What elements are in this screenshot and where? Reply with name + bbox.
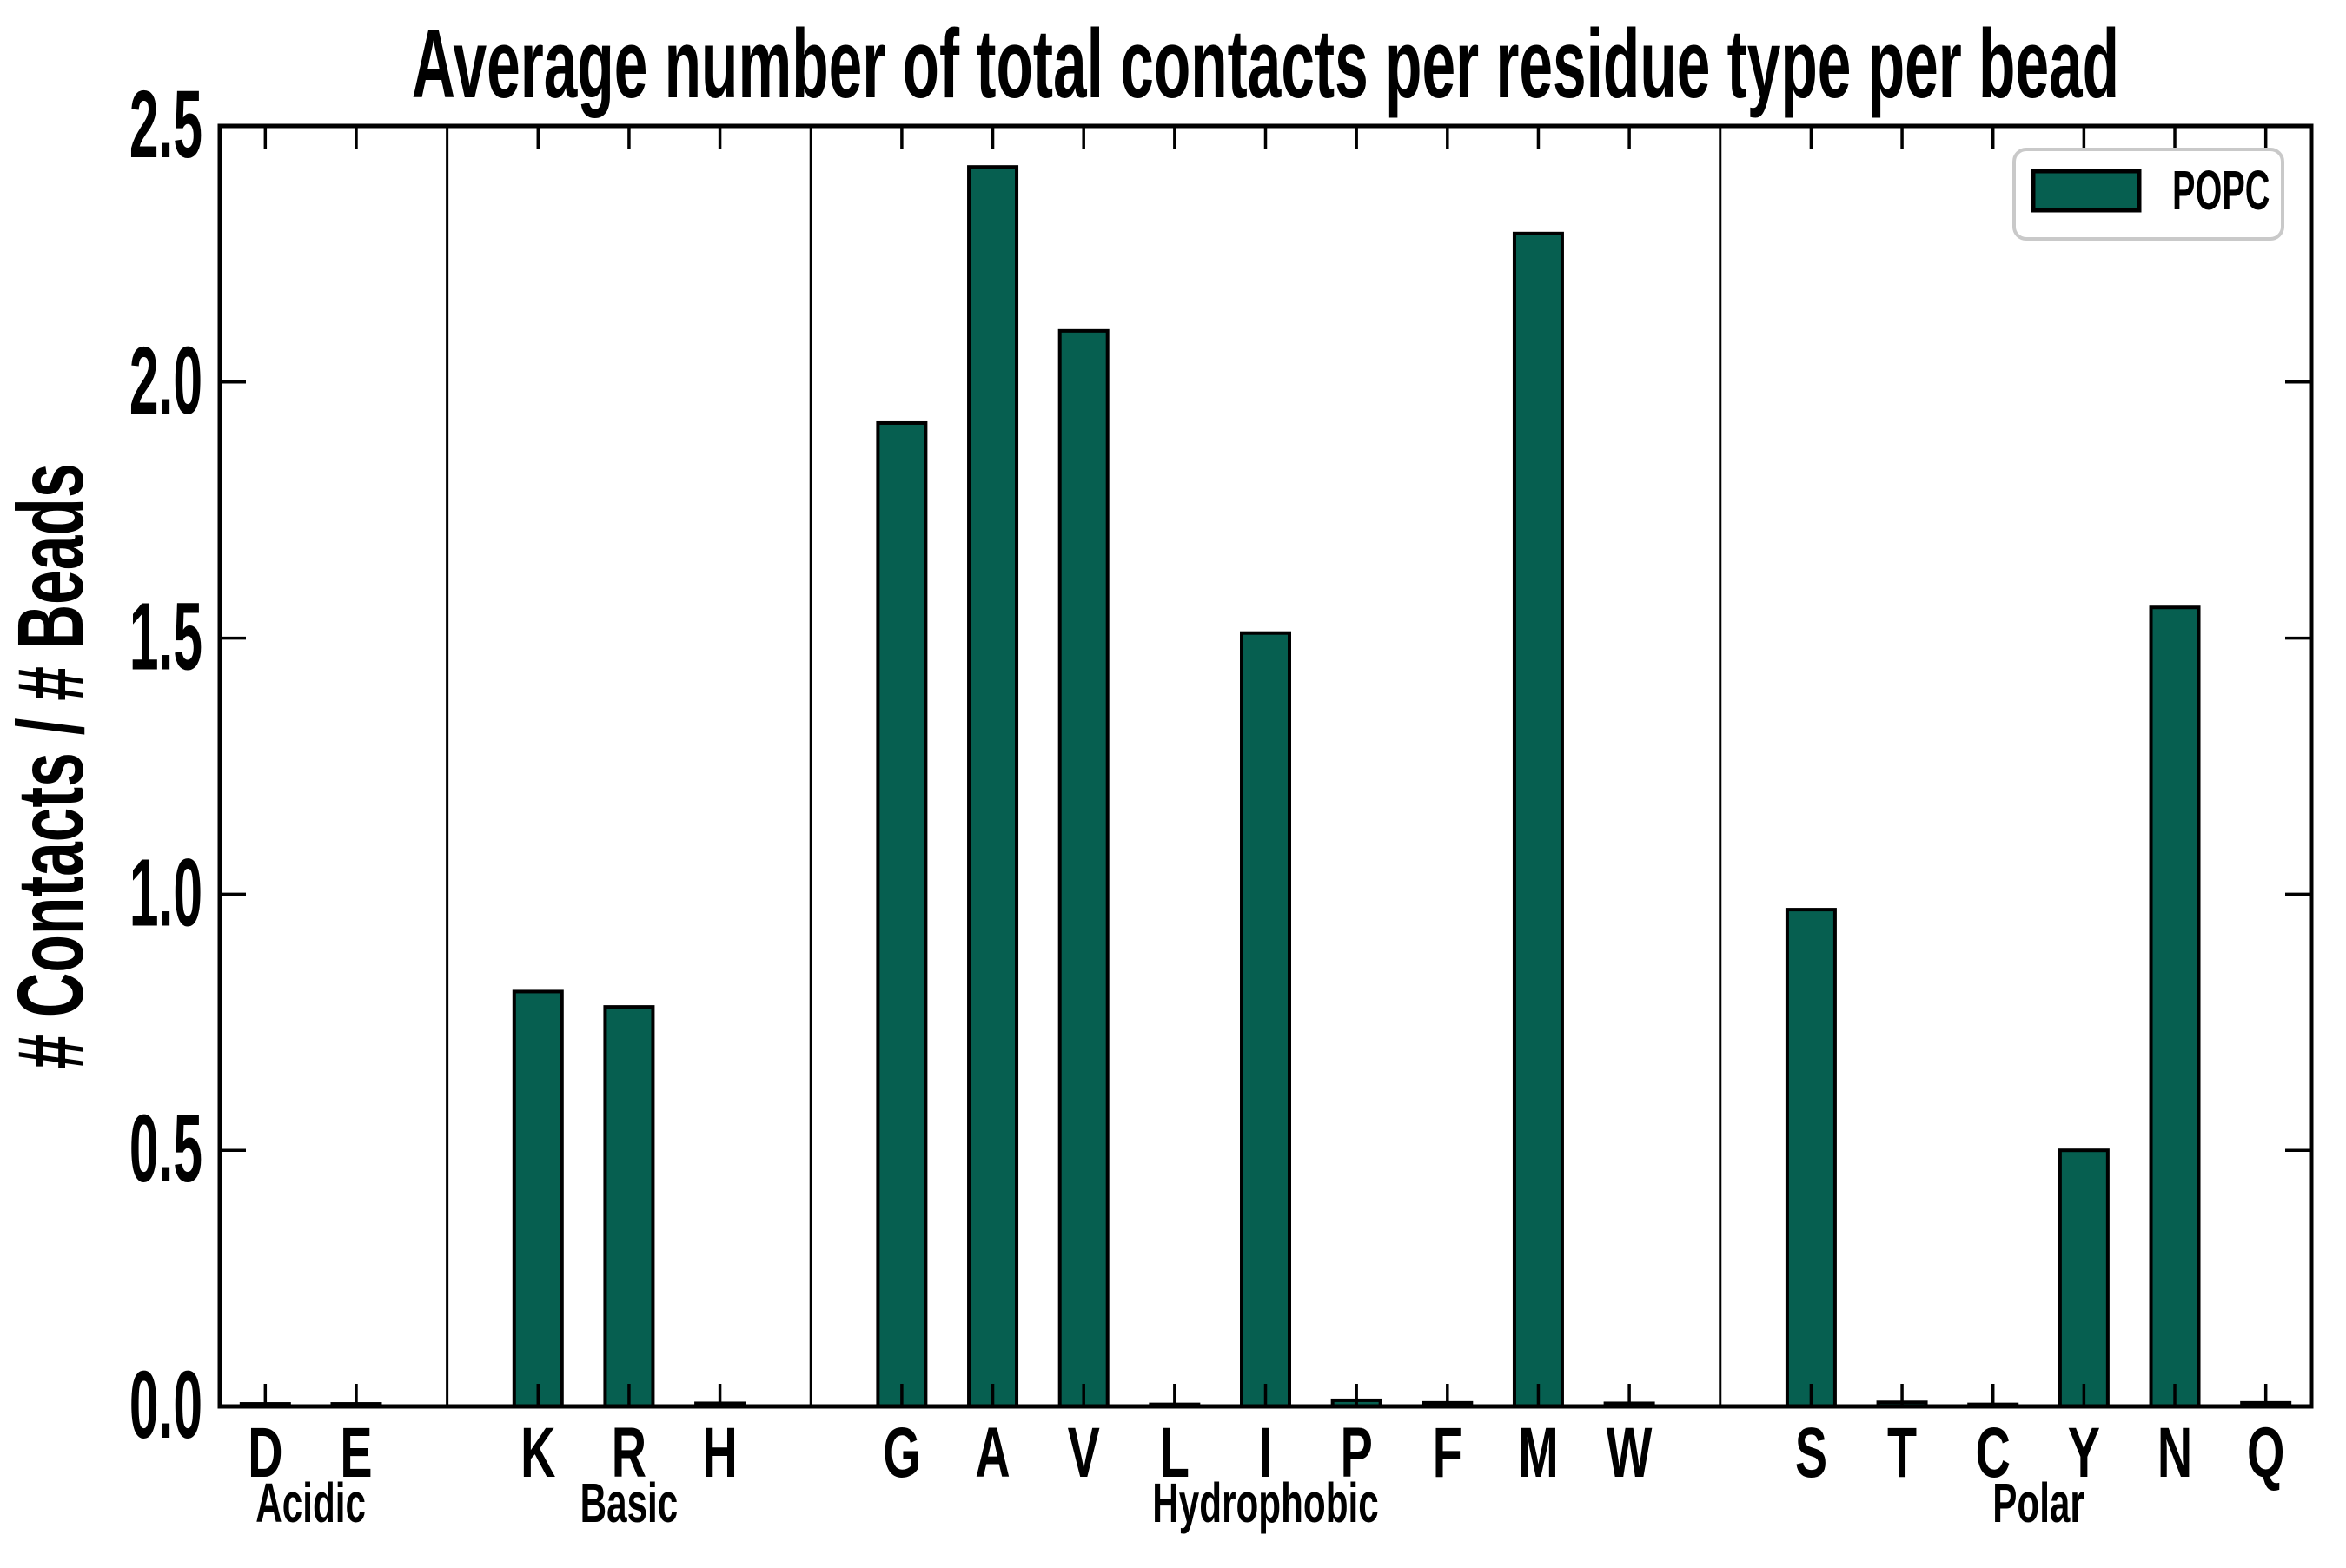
y-tick-label-0.0: 0.0 [129,1352,202,1459]
residue-label-D: D [248,1413,282,1492]
residue-label-L: L [1160,1413,1190,1492]
bar-S [1785,908,1837,1408]
residue-label-S: S [1795,1413,1827,1492]
y-tick-label-1.0: 1.0 [129,839,202,946]
bar-G [876,420,928,1408]
bar-I [1240,631,1291,1408]
bar-M [1512,231,1564,1408]
residue-label-W: W [1607,1413,1653,1492]
residue-label-F: F [1433,1413,1462,1492]
legend-label: POPC [2172,161,2270,222]
chart-title: Average number of total contacts per res… [412,10,2119,118]
residue-label-R: R [612,1413,646,1492]
residue-label-P: P [1341,1413,1373,1492]
residue-label-E: E [340,1413,372,1492]
group-label-basic: Basic [580,1472,679,1534]
bar-K [512,989,564,1408]
residue-label-C: C [1976,1413,2011,1492]
residue-label-V: V [1068,1413,1100,1492]
residue-label-T: T [1887,1413,1917,1492]
bar-N [2149,605,2201,1408]
y-tick-label-0.5: 0.5 [129,1095,202,1202]
bar-A [967,165,1019,1409]
group-label-acidic: Acidic [255,1472,366,1534]
residue-label-A: A [975,1413,1010,1492]
residue-label-K: K [520,1413,555,1492]
residue-label-H: H [702,1413,737,1492]
group-label-polar: Polar [1992,1472,2084,1534]
legend-swatch [2031,169,2142,213]
residue-label-Y: Y [2068,1413,2100,1492]
y-axis-label: # Contacts / # Beads [0,463,103,1068]
bar-R [603,1005,655,1409]
residue-label-I: I [1259,1413,1272,1492]
group-label-hydrophobic: Hydrophobic [1152,1472,1378,1534]
bar-Y [2058,1148,2110,1408]
residue-label-Q: Q [2247,1413,2284,1492]
residue-label-M: M [1518,1413,1558,1492]
residue-label-G: G [883,1413,920,1492]
y-tick-label-2.5: 2.5 [129,71,202,178]
bar-V [1057,328,1110,1409]
y-tick-label-2.0: 2.0 [129,327,202,434]
y-tick-label-1.5: 1.5 [129,583,202,690]
residue-label-N: N [2157,1413,2192,1492]
